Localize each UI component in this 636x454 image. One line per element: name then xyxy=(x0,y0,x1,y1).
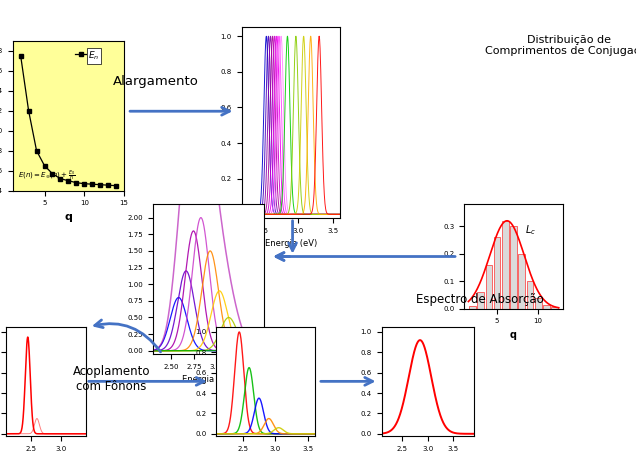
X-axis label: q: q xyxy=(510,330,517,340)
Bar xyxy=(478,292,484,309)
Text: $E(n)=E_\infty(n)+\frac{E_0}{n}$: $E(n)=E_\infty(n)+\frac{E_0}{n}$ xyxy=(18,169,76,183)
X-axis label: Energia (eV): Energia (eV) xyxy=(182,375,235,385)
Text: $L_c$: $L_c$ xyxy=(525,223,536,237)
Bar xyxy=(551,307,558,309)
X-axis label: q: q xyxy=(64,212,73,222)
Bar xyxy=(527,281,533,309)
Text: Distribuição de
Comprimentos de Conjugação: Distribuição de Comprimentos de Conjugaç… xyxy=(485,35,636,56)
Bar xyxy=(535,298,541,309)
Bar xyxy=(494,237,501,309)
Bar xyxy=(518,254,525,309)
Bar xyxy=(510,226,517,309)
Bar xyxy=(543,305,550,309)
Text: Espectro de Absorção: Espectro de Absorção xyxy=(417,293,544,306)
Bar xyxy=(469,306,476,309)
Text: Acoplamento
com Fônons: Acoplamento com Fônons xyxy=(73,365,150,393)
Bar xyxy=(502,221,509,309)
X-axis label: Energia (eV): Energia (eV) xyxy=(265,239,317,248)
Text: Alargamento: Alargamento xyxy=(113,75,199,88)
Text: $E_n$: $E_n$ xyxy=(88,50,100,62)
Bar xyxy=(486,265,492,309)
